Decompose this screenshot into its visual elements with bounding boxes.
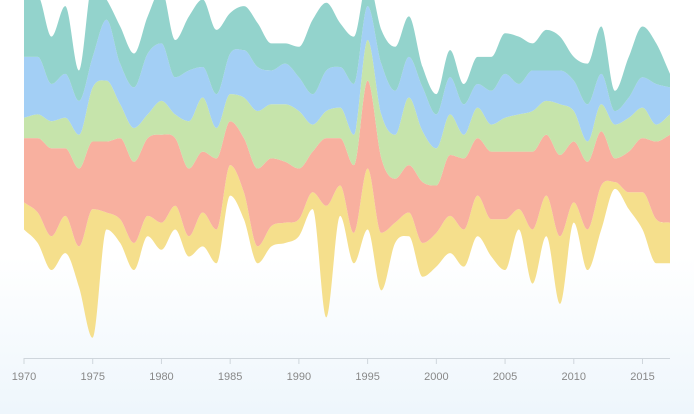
x-tick-label: 2005 [493, 371, 517, 383]
x-tick-label: 1985 [218, 371, 242, 383]
stream-layers [24, 0, 670, 338]
x-tick-label: 2010 [562, 371, 586, 383]
stream-layer-4 [24, 6, 670, 149]
x-axis-ticks: 1970 1975 1980 1985 1990 1995 2000 2005 2010 2015 [12, 358, 655, 383]
stream-layer-5 [24, 0, 670, 115]
stream-layer-3 [24, 40, 670, 186]
x-tick-label: 2000 [424, 371, 448, 383]
x-tick-label: 1980 [149, 371, 173, 383]
x-tick-label: 1990 [287, 371, 311, 383]
x-tick-label: 1970 [12, 371, 36, 383]
stream-layer-1 [24, 165, 670, 338]
x-tick-label: 1975 [80, 371, 104, 383]
stream-layer-2 [24, 80, 670, 247]
x-axis: 1970 1975 1980 1985 1990 1995 2000 2005 2010 2015 [12, 358, 670, 383]
x-tick-label: 2015 [630, 371, 654, 383]
x-tick-label: 1995 [355, 371, 379, 383]
